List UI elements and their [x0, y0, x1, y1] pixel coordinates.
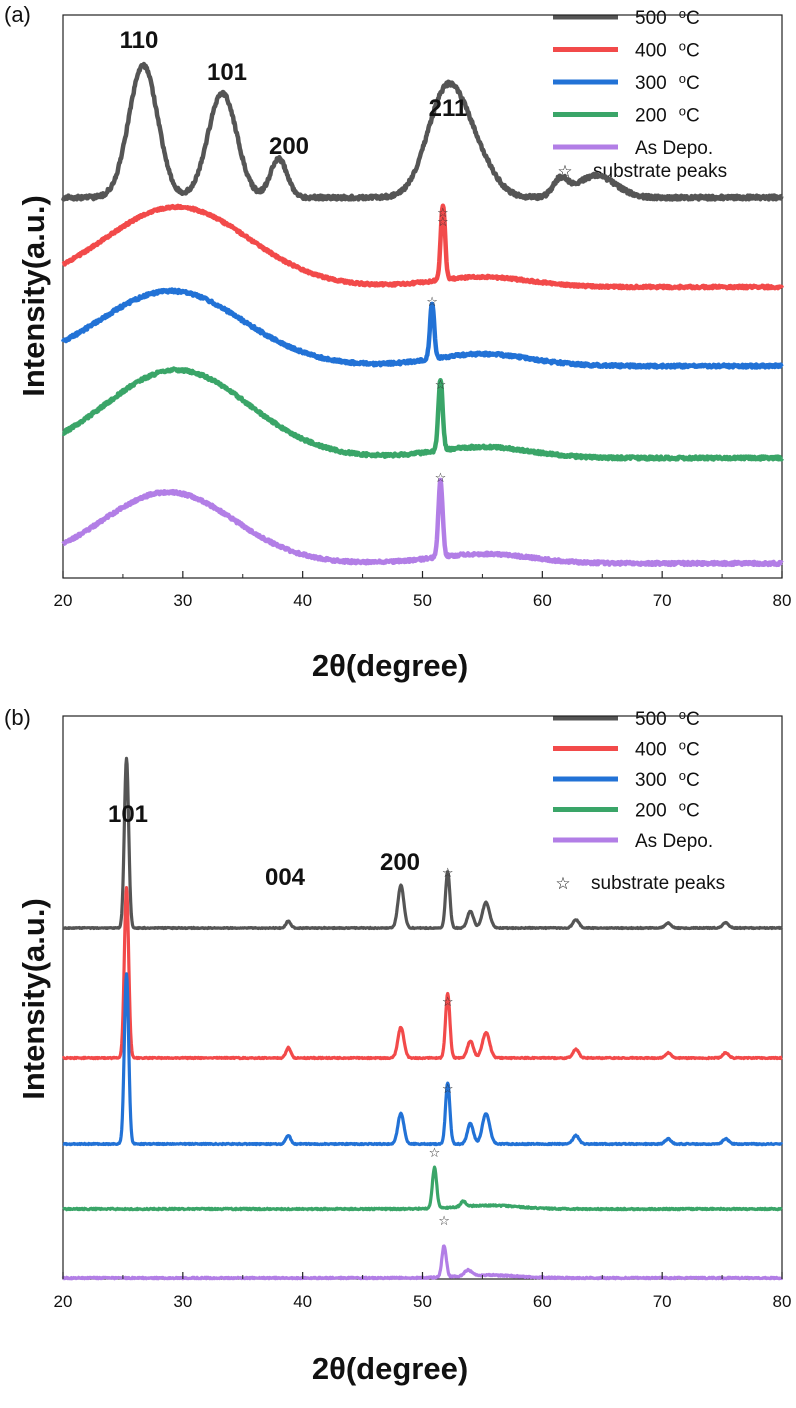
- legend-unit-superscript: o: [679, 39, 686, 54]
- legend-label: 300 oC: [635, 768, 700, 791]
- x-tick-label: 30: [173, 591, 192, 610]
- substrate-star-marker: ☆: [438, 1213, 450, 1228]
- legend-label: 300 oC: [635, 71, 700, 94]
- peak-label: 110: [120, 27, 159, 54]
- series-line-2: [61, 972, 784, 1147]
- legend-unit: C: [686, 8, 700, 29]
- legend-unit-superscript: o: [679, 71, 686, 86]
- legend-unit-superscript: o: [679, 799, 686, 814]
- substrate-star-marker: ☆: [426, 294, 438, 309]
- series-line-1: [61, 203, 785, 291]
- legend-label: 500 oC: [635, 6, 700, 29]
- series-line-2: [60, 287, 784, 370]
- x-tick-label: 80: [773, 591, 792, 610]
- x-axis-label: 2θ(degree): [312, 1351, 468, 1386]
- legend-star-icon: ☆: [555, 874, 570, 893]
- x-axis-label: 2θ(degree): [312, 648, 468, 683]
- legend-unit-superscript: o: [679, 738, 686, 753]
- legend-unit: C: [686, 709, 700, 730]
- series-line-1: [61, 886, 784, 1061]
- substrate-star-marker: ☆: [437, 214, 449, 229]
- x-tick-label: 70: [653, 1292, 672, 1311]
- legend-star-label: substrate peaks: [591, 873, 725, 894]
- x-tick-label: 50: [413, 1292, 432, 1311]
- peak-label: 101: [108, 801, 148, 828]
- xrd-panel-b: (b) 500 oC 400 oC 300 oC 200 oC As Depo. ☆ substra…: [0, 703, 796, 1403]
- legend-label: 200 oC: [635, 799, 700, 822]
- peak-label: 211: [429, 95, 468, 122]
- legend-unit-superscript: o: [679, 768, 686, 783]
- y-axis-label: Intensity(a.u.): [16, 195, 51, 397]
- x-tick-label: 20: [54, 1292, 73, 1311]
- substrate-star-marker: ☆: [435, 470, 447, 485]
- x-tick-label: 40: [293, 591, 312, 610]
- legend-unit-superscript: o: [679, 6, 686, 21]
- x-tick-label: 80: [773, 1292, 792, 1311]
- legend-label: As Depo.: [635, 138, 713, 159]
- x-tick-label: 20: [54, 591, 73, 610]
- legend-label: 400 oC: [635, 39, 700, 62]
- xrd-panel-a: (a) 500 oC 400 oC 300 oC 200 oC As Depo. ☆ substra…: [0, 0, 796, 700]
- peak-label: 200: [380, 849, 420, 876]
- series-line-4: [61, 477, 784, 568]
- series-line-3: [61, 1165, 784, 1212]
- substrate-star-marker: ☆: [429, 1145, 441, 1160]
- x-tick-label: 30: [173, 1292, 192, 1311]
- peak-label: 101: [207, 59, 247, 86]
- legend-unit: C: [686, 106, 700, 127]
- x-tick-label: 60: [533, 1292, 552, 1311]
- substrate-star-marker: ☆: [442, 1081, 454, 1096]
- x-tick-label: 70: [653, 591, 672, 610]
- x-tick-label: 50: [413, 591, 432, 610]
- legend-unit: C: [686, 73, 700, 94]
- substrate-star-marker: ☆: [442, 994, 454, 1009]
- substrate-star-marker: ☆: [437, 205, 449, 220]
- y-axis-label: Intensity(a.u.): [16, 898, 51, 1100]
- legend-star-label: substrate peaks: [593, 161, 727, 182]
- legend-unit: C: [686, 801, 700, 822]
- peak-label: 004: [265, 864, 306, 891]
- legend-unit: C: [686, 740, 700, 761]
- substrate-star-marker: ☆: [435, 377, 447, 392]
- x-tick-label: 40: [293, 1292, 312, 1311]
- legend-label: 500 oC: [635, 707, 700, 730]
- panel-label: (a): [4, 2, 31, 27]
- plot-frame: [62, 715, 783, 1280]
- legend-unit-superscript: o: [679, 707, 686, 722]
- substrate-star-marker: ☆: [442, 865, 454, 880]
- series-line-3: [61, 366, 784, 462]
- legend-unit-superscript: o: [679, 104, 686, 119]
- series-line-0: [61, 756, 784, 931]
- series-line-0: [60, 61, 784, 202]
- peak-label: 200: [269, 133, 309, 160]
- legend-label: As Depo.: [635, 831, 713, 852]
- legend-unit: C: [686, 770, 700, 791]
- legend-label: 200 oC: [635, 104, 700, 127]
- legend-label: 400 oC: [635, 738, 700, 761]
- legend-unit: C: [686, 41, 700, 62]
- x-tick-label: 60: [533, 591, 552, 610]
- panel-label: (b): [4, 705, 31, 730]
